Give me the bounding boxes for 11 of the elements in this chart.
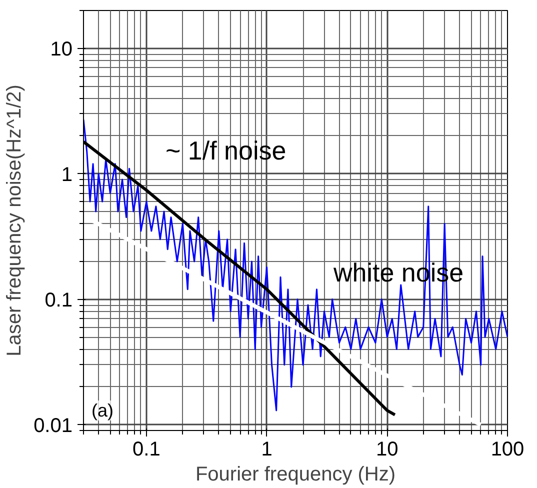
x-tick-label: 0.1 [132,438,160,460]
y-tick-label: 0.01 [34,414,73,437]
y-tick-label: 0.1 [44,289,73,312]
y-tick-label: 1 [61,164,72,186]
x-tick-label: 1 [261,438,272,460]
x-tick-label: 100 [490,438,524,460]
x-axis-title: Fourier frequency (Hz) [195,464,396,486]
x-tick-label: 10 [376,438,398,460]
annotation: (a) [92,400,114,420]
y-axis-title: Laser frequency noise(Hz^1/2) [4,84,26,356]
y-tick-label: 10 [50,38,73,60]
